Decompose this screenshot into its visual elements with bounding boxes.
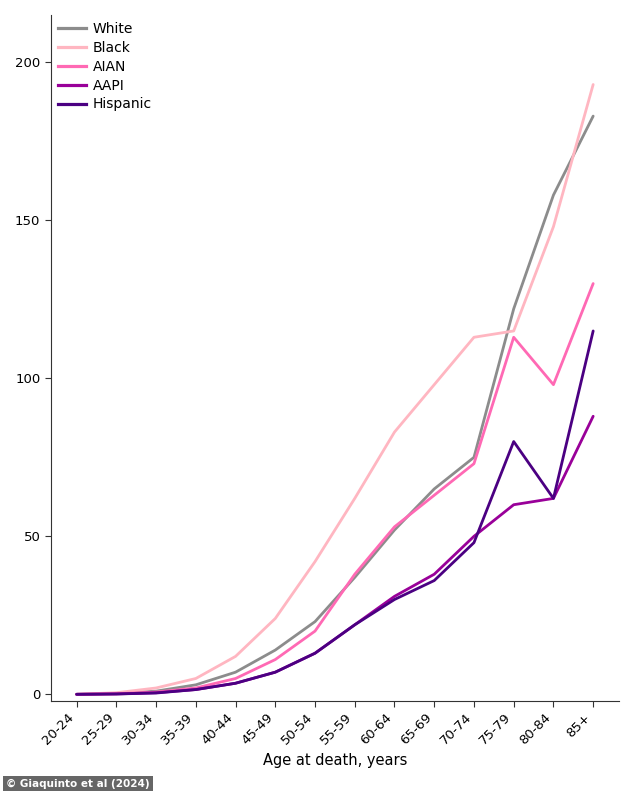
- Line: AAPI: AAPI: [77, 416, 593, 694]
- AAPI: [232, 679, 240, 688]
- AAPI: [510, 500, 517, 509]
- Hispanic: [152, 688, 160, 698]
- AIAN: [550, 380, 557, 389]
- AAPI: [351, 620, 359, 630]
- Black: [113, 688, 120, 698]
- White: [152, 687, 160, 696]
- White: [192, 680, 200, 690]
- White: [510, 304, 517, 313]
- Black: [590, 80, 597, 89]
- Black: [73, 690, 81, 699]
- White: [271, 645, 279, 655]
- AIAN: [152, 687, 160, 697]
- Hispanic: [192, 685, 200, 694]
- AAPI: [152, 688, 160, 698]
- AAPI: [192, 685, 200, 694]
- AIAN: [391, 522, 398, 532]
- AAPI: [470, 532, 478, 541]
- AIAN: [271, 655, 279, 664]
- AIAN: [73, 690, 81, 699]
- White: [391, 525, 398, 535]
- Black: [271, 614, 279, 623]
- Line: White: White: [77, 116, 593, 694]
- Hispanic: [510, 437, 517, 446]
- White: [311, 617, 319, 626]
- Line: AIAN: AIAN: [77, 283, 593, 694]
- Black: [430, 380, 438, 389]
- AIAN: [232, 674, 240, 683]
- Hispanic: [550, 494, 557, 503]
- Hispanic: [590, 326, 597, 335]
- X-axis label: Age at death, years: Age at death, years: [262, 753, 407, 768]
- White: [470, 452, 478, 462]
- Hispanic: [271, 668, 279, 677]
- AAPI: [391, 592, 398, 601]
- AAPI: [113, 689, 120, 698]
- Hispanic: [113, 689, 120, 698]
- AIAN: [113, 689, 120, 698]
- Black: [152, 683, 160, 693]
- Hispanic: [351, 620, 359, 630]
- AAPI: [271, 668, 279, 677]
- AAPI: [430, 570, 438, 579]
- AIAN: [351, 570, 359, 579]
- Black: [470, 332, 478, 342]
- Black: [510, 326, 517, 335]
- AIAN: [470, 459, 478, 468]
- White: [73, 690, 81, 699]
- Hispanic: [430, 576, 438, 585]
- White: [113, 689, 120, 698]
- AAPI: [311, 649, 319, 658]
- Black: [192, 674, 200, 683]
- AIAN: [510, 332, 517, 342]
- AIAN: [430, 490, 438, 500]
- White: [430, 484, 438, 494]
- Hispanic: [391, 595, 398, 604]
- Black: [311, 557, 319, 566]
- Hispanic: [73, 690, 81, 699]
- AIAN: [192, 683, 200, 693]
- Black: [232, 652, 240, 661]
- Hispanic: [232, 679, 240, 688]
- Line: Black: Black: [77, 85, 593, 694]
- White: [351, 573, 359, 582]
- White: [550, 191, 557, 200]
- AAPI: [73, 690, 81, 699]
- Hispanic: [470, 538, 478, 547]
- Black: [351, 494, 359, 503]
- Hispanic: [311, 649, 319, 658]
- Legend: White, Black, AIAN, AAPI, Hispanic: White, Black, AIAN, AAPI, Hispanic: [58, 22, 152, 112]
- Black: [391, 427, 398, 437]
- AIAN: [311, 626, 319, 636]
- AAPI: [590, 411, 597, 421]
- White: [232, 668, 240, 677]
- AIAN: [590, 278, 597, 288]
- Line: Hispanic: Hispanic: [77, 331, 593, 694]
- Text: © Giaquinto et al (2024): © Giaquinto et al (2024): [6, 779, 150, 789]
- White: [590, 112, 597, 121]
- AAPI: [550, 494, 557, 503]
- Black: [550, 222, 557, 232]
